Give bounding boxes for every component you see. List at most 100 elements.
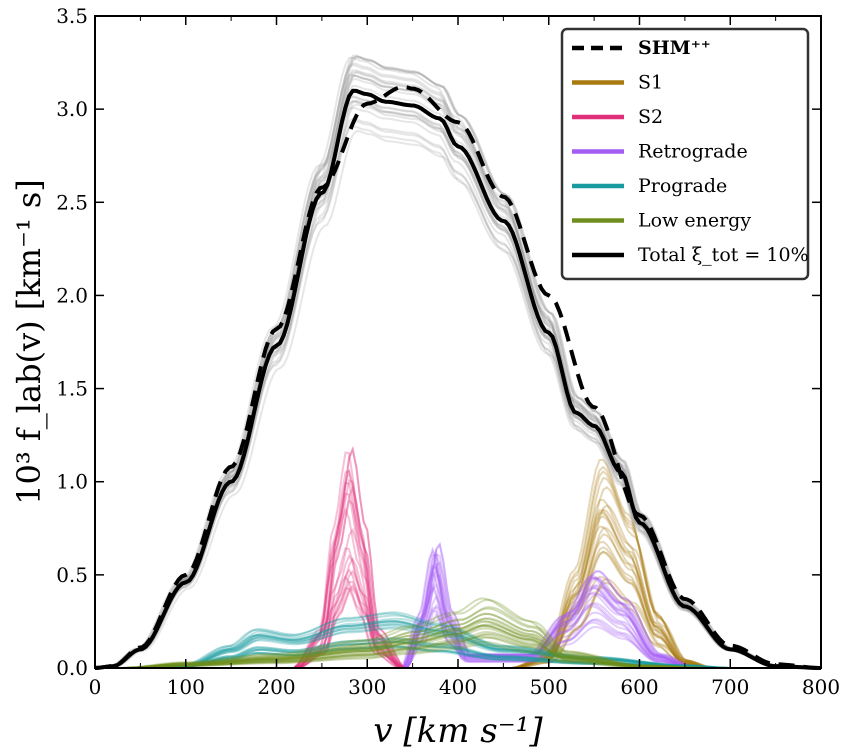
ensemble-line xyxy=(402,582,694,669)
ensemble-line xyxy=(403,553,695,669)
ensemble-line xyxy=(512,476,713,669)
ensemble-line xyxy=(294,485,405,669)
y-tick-label: 0.5 xyxy=(56,563,88,587)
ensemble-line xyxy=(512,525,713,669)
ensemble-line xyxy=(294,478,405,669)
ensemble-line xyxy=(512,581,713,669)
ensemble-line xyxy=(140,619,729,669)
ensemble-line xyxy=(122,623,711,669)
y-tick-label: 0.0 xyxy=(56,656,88,680)
ensemble-line xyxy=(294,584,404,669)
ensemble-line xyxy=(512,470,713,669)
ensemble-line xyxy=(140,611,729,669)
ensemble-line xyxy=(403,613,694,669)
x-tick-label: 400 xyxy=(439,675,477,699)
tick-labels: 0 100 200 300 400 500 600 700 800 0.0 0.5 1.0 1.5 2.0… xyxy=(56,4,840,699)
ensemble-line xyxy=(294,569,405,669)
ensemble-line xyxy=(140,637,729,669)
ensemble-line xyxy=(403,541,695,669)
y-tick-label: 2.5 xyxy=(56,190,88,214)
x-tick-label: 800 xyxy=(802,675,840,699)
ensemble-line xyxy=(293,451,404,669)
legend: SHM⁺⁺ S1 S2 Retrograde Prograde Low energy Tot… xyxy=(560,27,810,281)
ensemble-line xyxy=(512,550,713,669)
ensemble-line xyxy=(403,603,695,669)
y-axis-label: 10³ f_lab(v) [km⁻¹ s] xyxy=(10,179,48,505)
ensemble-line xyxy=(402,568,694,669)
ensemble-line xyxy=(512,586,713,669)
ensemble-line xyxy=(140,620,729,669)
ensemble-line xyxy=(512,509,713,669)
ensemble-line xyxy=(402,553,694,669)
ensemble-line xyxy=(122,630,711,669)
legend-label: Retrograde xyxy=(638,141,748,163)
ensemble-line xyxy=(512,575,713,669)
ensemble-line xyxy=(294,587,404,669)
ensemble-line xyxy=(122,620,711,669)
legend-box xyxy=(560,27,810,281)
ensemble-line xyxy=(122,635,711,669)
ensemble-line xyxy=(294,445,405,669)
ensemble-line xyxy=(140,620,729,669)
ensemble-line xyxy=(512,504,713,669)
legend-label: S2 xyxy=(638,106,663,128)
ensemble-line xyxy=(294,568,404,669)
ensemble-line xyxy=(402,583,694,669)
series-line xyxy=(94,84,822,670)
ensemble-line xyxy=(122,625,711,669)
ensemble-line xyxy=(402,565,694,669)
x-tick-label: 700 xyxy=(711,675,749,699)
ensemble-line xyxy=(402,546,694,669)
ensemble-line xyxy=(512,511,713,669)
ensemble-line xyxy=(140,640,729,669)
ensemble-line xyxy=(294,557,405,669)
ensemble-line xyxy=(512,465,713,669)
ensemble-line xyxy=(512,515,713,669)
x-axis-label: v [km s⁻¹] xyxy=(373,711,543,751)
y-tick-label: 2.0 xyxy=(56,283,88,307)
ensemble-line xyxy=(122,624,711,669)
x-tick-label: 0 xyxy=(89,675,102,699)
ensemble-line xyxy=(293,492,404,669)
ensemble-line xyxy=(294,553,404,669)
ensemble-line xyxy=(402,562,694,669)
ensemble-line xyxy=(122,607,711,669)
ensemble-line xyxy=(122,617,711,669)
ensemble-line xyxy=(512,550,713,669)
y-tick-label: 1.0 xyxy=(56,470,88,494)
ensemble-line xyxy=(140,617,729,669)
ensemble-line xyxy=(294,580,404,669)
ensemble-line xyxy=(512,486,713,669)
ensemble-line xyxy=(293,481,404,669)
ensemble-line xyxy=(122,617,711,669)
ensemble-line xyxy=(402,608,694,669)
legend-label: Low energy xyxy=(638,210,751,232)
ensemble-line xyxy=(122,598,711,669)
ensemble-line xyxy=(293,469,404,669)
y-tick-label: 3.0 xyxy=(56,97,88,121)
ensemble-line xyxy=(122,632,711,669)
ensemble-line xyxy=(140,641,729,669)
ensemble-line xyxy=(140,647,729,669)
ensemble-line xyxy=(403,574,695,669)
x-tick-label: 200 xyxy=(257,675,295,699)
ensemble-line xyxy=(122,612,711,669)
ensemble-line xyxy=(402,569,694,669)
ensemble-line xyxy=(512,498,713,669)
ensemble-line xyxy=(140,614,729,669)
y-tick-label: 1.5 xyxy=(56,377,88,401)
ensemble-line xyxy=(140,640,729,669)
ensemble-line xyxy=(140,627,729,669)
ensemble-line xyxy=(512,533,713,669)
ensemble-line xyxy=(140,639,729,669)
ensemble-line xyxy=(402,548,694,669)
ensemble-line xyxy=(512,540,713,669)
ensemble-line xyxy=(512,577,713,669)
ensemble-line xyxy=(403,594,694,669)
ensemble-line xyxy=(140,623,729,669)
legend-label: S1 xyxy=(638,72,663,94)
ensemble-line xyxy=(140,621,729,669)
ensemble-line xyxy=(122,643,711,669)
ensemble-line xyxy=(122,627,711,669)
